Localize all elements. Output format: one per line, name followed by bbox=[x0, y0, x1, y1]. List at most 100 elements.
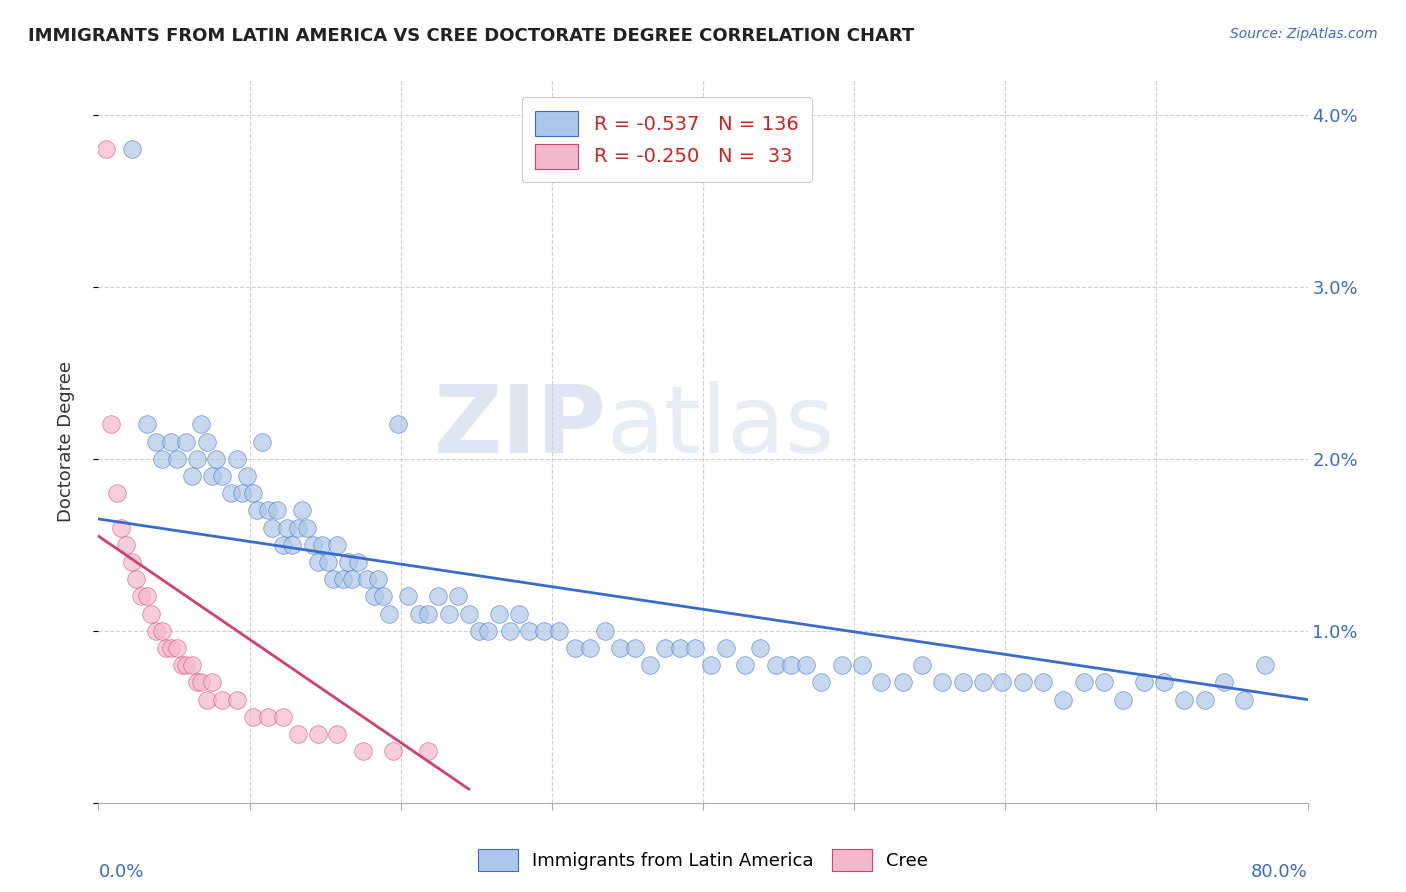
Point bbox=[911, 658, 934, 673]
Point bbox=[1153, 675, 1175, 690]
Point bbox=[256, 503, 278, 517]
Text: Source: ZipAtlas.com: Source: ZipAtlas.com bbox=[1230, 27, 1378, 41]
Y-axis label: Doctorate Degree: Doctorate Degree bbox=[56, 361, 75, 522]
Point bbox=[548, 624, 571, 638]
Point bbox=[226, 451, 249, 466]
Point bbox=[624, 640, 647, 655]
Point bbox=[533, 624, 555, 638]
Point bbox=[190, 675, 212, 690]
Point bbox=[1213, 675, 1236, 690]
Point bbox=[201, 469, 224, 483]
Point bbox=[437, 607, 460, 621]
Point bbox=[749, 640, 772, 655]
Point bbox=[593, 624, 616, 638]
Legend: R = -0.537   N = 136, R = -0.250   N =  33: R = -0.537 N = 136, R = -0.250 N = 33 bbox=[522, 97, 811, 182]
Point bbox=[396, 590, 419, 604]
Point bbox=[211, 692, 233, 706]
Point bbox=[1092, 675, 1115, 690]
Point bbox=[326, 727, 349, 741]
Point bbox=[160, 640, 183, 655]
Point bbox=[609, 640, 631, 655]
Point bbox=[307, 727, 329, 741]
Point bbox=[810, 675, 832, 690]
Point bbox=[195, 692, 218, 706]
Point bbox=[447, 590, 470, 604]
Point bbox=[356, 572, 378, 586]
Point bbox=[352, 744, 374, 758]
Point bbox=[129, 590, 152, 604]
Point bbox=[121, 142, 143, 156]
Point bbox=[1173, 692, 1195, 706]
Point bbox=[416, 744, 439, 758]
Point bbox=[1194, 692, 1216, 706]
Point bbox=[266, 503, 288, 517]
Point bbox=[498, 624, 520, 638]
Point bbox=[201, 675, 224, 690]
Point bbox=[262, 520, 284, 534]
Point bbox=[295, 520, 318, 534]
Point bbox=[235, 469, 257, 483]
Point bbox=[377, 607, 399, 621]
Point bbox=[416, 607, 439, 621]
Point bbox=[105, 486, 128, 500]
Point bbox=[181, 469, 204, 483]
Point bbox=[150, 451, 173, 466]
Point bbox=[231, 486, 253, 500]
Point bbox=[714, 640, 737, 655]
Point bbox=[508, 607, 530, 621]
Point bbox=[135, 590, 157, 604]
Point bbox=[166, 451, 188, 466]
Point bbox=[125, 572, 148, 586]
Point bbox=[150, 624, 173, 638]
Text: 0.0%: 0.0% bbox=[98, 863, 143, 881]
Point bbox=[160, 434, 183, 449]
Point bbox=[181, 658, 204, 673]
Point bbox=[371, 590, 394, 604]
Point bbox=[287, 727, 309, 741]
Point bbox=[322, 572, 344, 586]
Point bbox=[316, 555, 339, 569]
Point bbox=[765, 658, 787, 673]
Text: atlas: atlas bbox=[606, 381, 835, 473]
Point bbox=[114, 538, 136, 552]
Point bbox=[141, 607, 163, 621]
Point bbox=[1073, 675, 1095, 690]
Point bbox=[831, 658, 853, 673]
Point bbox=[468, 624, 491, 638]
Point bbox=[1012, 675, 1035, 690]
Point bbox=[155, 640, 177, 655]
Point bbox=[1052, 692, 1074, 706]
Point bbox=[170, 658, 193, 673]
Point bbox=[94, 142, 117, 156]
Point bbox=[110, 520, 132, 534]
Point bbox=[972, 675, 994, 690]
Point bbox=[135, 417, 157, 432]
Text: ZIP: ZIP bbox=[433, 381, 606, 473]
Point bbox=[291, 503, 314, 517]
Point bbox=[281, 538, 304, 552]
Point bbox=[221, 486, 243, 500]
Point bbox=[326, 538, 349, 552]
Point bbox=[991, 675, 1014, 690]
Point bbox=[246, 503, 269, 517]
Point bbox=[427, 590, 450, 604]
Point bbox=[302, 538, 325, 552]
Point bbox=[952, 675, 974, 690]
Point bbox=[457, 607, 479, 621]
Point bbox=[1133, 675, 1156, 690]
Point bbox=[931, 675, 953, 690]
Point bbox=[794, 658, 817, 673]
Point bbox=[779, 658, 801, 673]
Point bbox=[242, 486, 264, 500]
Text: IMMIGRANTS FROM LATIN AMERICA VS CREE DOCTORATE DEGREE CORRELATION CHART: IMMIGRANTS FROM LATIN AMERICA VS CREE DO… bbox=[28, 27, 914, 45]
Point bbox=[174, 658, 197, 673]
Point bbox=[685, 640, 707, 655]
Legend: Immigrants from Latin America, Cree: Immigrants from Latin America, Cree bbox=[471, 842, 935, 879]
Point bbox=[226, 692, 249, 706]
Point bbox=[166, 640, 188, 655]
Point bbox=[242, 710, 264, 724]
Point bbox=[332, 572, 354, 586]
Point bbox=[287, 520, 309, 534]
Point bbox=[477, 624, 499, 638]
Point bbox=[669, 640, 692, 655]
